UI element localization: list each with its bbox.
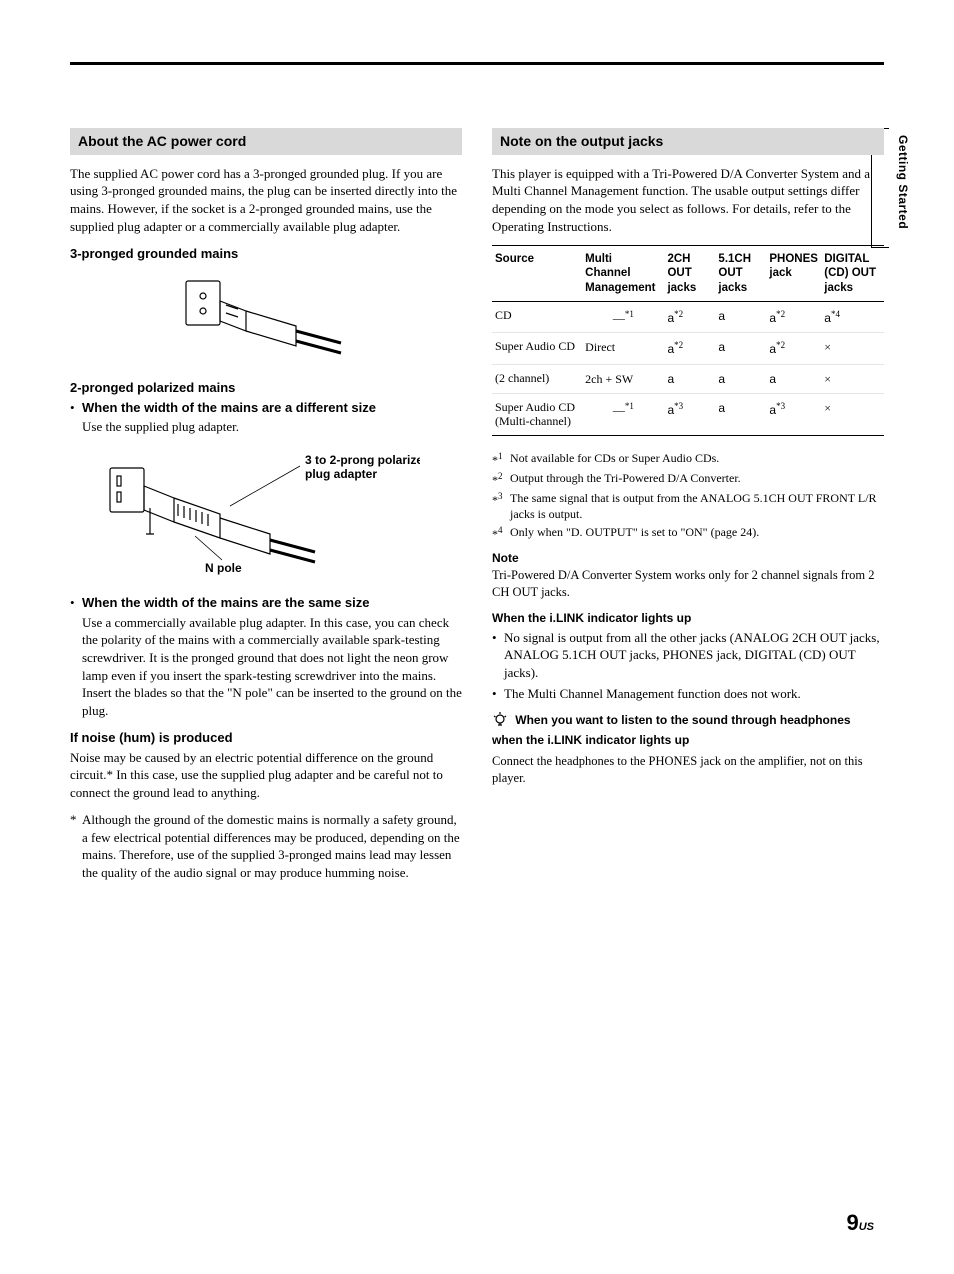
left-section-title: About the AC power cord	[70, 128, 462, 155]
ilink-head: When the i.LINK indicator lights up	[492, 610, 884, 626]
footnote-1: *1Not available for CDs or Super Audio C…	[492, 450, 884, 468]
th-mcm: MultiChannelManagement	[582, 246, 664, 302]
table-row: Super Audio CD Direct a*2 a a*2 ×	[492, 333, 884, 364]
th-51ch: 5.1CHOUTjacks	[715, 246, 766, 302]
footnote-4: *4Only when "D. OUTPUT" is set to "ON" (…	[492, 524, 884, 542]
ilink-bullet-1: •No signal is output from all the other …	[492, 629, 884, 682]
note-head: Note	[492, 550, 884, 566]
table-row: (2 channel) 2ch + SW a a a ×	[492, 364, 884, 393]
tip-head: When you want to listen to the sound thr…	[492, 713, 851, 747]
heading-2prong: 2-pronged polarized mains	[70, 379, 462, 397]
page-number: 9US	[846, 1210, 874, 1236]
bullet-same-size: • When the width of the mains are the sa…	[70, 594, 462, 612]
bullet-diff-size: • When the width of the mains are a diff…	[70, 399, 462, 417]
right-section-title: Note on the output jacks	[492, 128, 884, 155]
left-intro: The supplied AC power cord has a 3-prong…	[70, 165, 462, 235]
footnote-3: *3The same signal that is output from th…	[492, 490, 884, 522]
tip-icon	[492, 711, 508, 732]
hum-body: Noise may be caused by an electric poten…	[70, 749, 462, 802]
ilink-bullet-2: •The Multi Channel Management function d…	[492, 685, 884, 703]
right-intro: This player is equipped with a Tri-Power…	[492, 165, 884, 235]
heading-hum: If noise (hum) is produced	[70, 729, 462, 747]
bullet2-body: Use a commercially available plug adapte…	[82, 614, 462, 719]
side-tab-label: Getting Started	[896, 135, 910, 229]
illustration-adapter: 3 to 2-prong polarized plug adapter N po…	[70, 446, 462, 581]
illustration-3prong	[70, 271, 462, 366]
footnote-2: *2Output through the Tri-Powered D/A Con…	[492, 470, 884, 488]
th-2ch: 2CHOUTjacks	[664, 246, 715, 302]
hum-footnote: * Although the ground of the domestic ma…	[70, 811, 462, 881]
bullet2-lead: When the width of the mains are the same…	[82, 595, 370, 610]
heading-3prong: 3-pronged grounded mains	[70, 245, 462, 263]
left-column: About the AC power cord The supplied AC …	[70, 128, 462, 882]
table-row: CD —*1 a*2 a a*2 a*4	[492, 302, 884, 333]
table-row: Super Audio CD(Multi-channel) —*1 a*3 a …	[492, 393, 884, 435]
bullet1-lead: When the width of the mains are a differ…	[82, 400, 376, 415]
npole-caption: N pole	[205, 561, 242, 575]
tip-body: Connect the headphones to the PHONES jac…	[492, 753, 884, 787]
hum-footnote-text: Although the ground of the domestic main…	[82, 811, 462, 881]
output-jacks-table: Source MultiChannelManagement 2CHOUTjack…	[492, 245, 884, 435]
svg-text:plug adapter: plug adapter	[305, 467, 377, 481]
content-area: About the AC power cord The supplied AC …	[70, 128, 884, 882]
th-phones: PHONESjack	[766, 246, 821, 302]
note-body: Tri-Powered D/A Converter System works o…	[492, 567, 884, 601]
bullet1-body: Use the supplied plug adapter.	[82, 418, 462, 436]
th-source: Source	[492, 246, 582, 302]
th-digital: DIGITAL(CD) OUTjacks	[821, 246, 884, 302]
adapter-caption: 3 to 2-prong polarized	[305, 453, 420, 467]
top-rule	[70, 62, 884, 65]
right-column: Note on the output jacks This player is …	[492, 128, 884, 882]
table-body: CD —*1 a*2 a a*2 a*4 Super Audio CD Dire…	[492, 302, 884, 435]
